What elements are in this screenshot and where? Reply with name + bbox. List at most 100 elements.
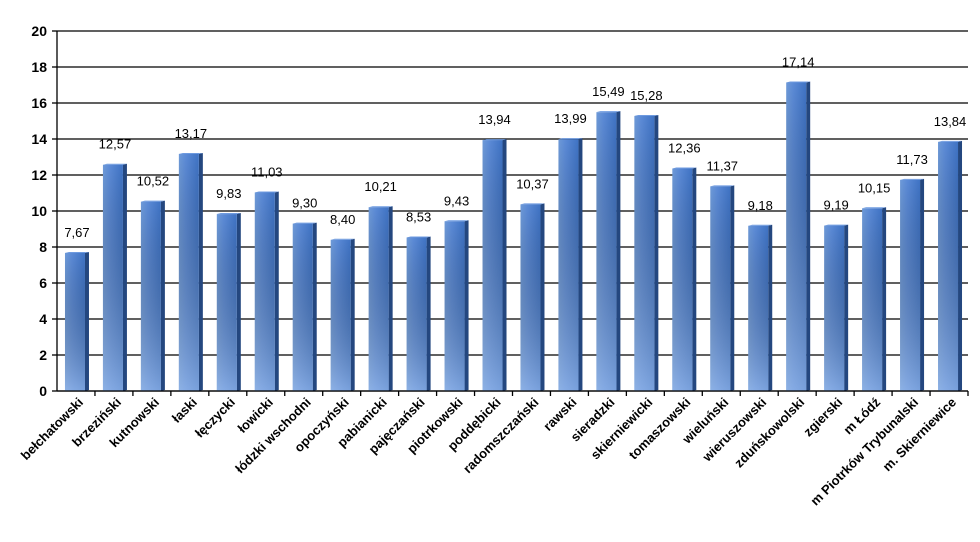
bar-top xyxy=(596,111,621,113)
data-label: 15,28 xyxy=(630,88,663,103)
bar xyxy=(900,178,925,391)
y-tick-label: 10 xyxy=(31,203,47,219)
bar xyxy=(178,152,203,391)
bar-side xyxy=(274,191,279,391)
bar-side xyxy=(882,207,887,391)
bar-top xyxy=(368,206,393,208)
bar-side xyxy=(464,220,469,391)
bar-top xyxy=(292,222,317,224)
bar-highlight xyxy=(178,153,199,391)
bar-side xyxy=(198,152,203,391)
bar-highlight xyxy=(558,139,579,391)
bar-highlight xyxy=(406,237,427,391)
bar-side xyxy=(616,111,621,392)
bar xyxy=(672,167,697,391)
data-label: 8,40 xyxy=(330,212,355,227)
bar-highlight xyxy=(444,221,465,391)
data-label: 11,73 xyxy=(896,152,928,167)
bar-top xyxy=(406,236,431,238)
bar-highlight xyxy=(900,179,921,391)
bar xyxy=(786,81,811,391)
bar xyxy=(216,213,241,391)
bar-top xyxy=(520,203,545,205)
bar xyxy=(824,224,849,391)
bar-highlight xyxy=(824,225,845,391)
data-label: 10,21 xyxy=(364,179,397,194)
y-tick-label: 14 xyxy=(31,131,47,147)
bar-side xyxy=(692,167,697,391)
data-label: 17,14 xyxy=(782,54,815,69)
bar-side xyxy=(236,213,241,391)
bar-side xyxy=(654,114,659,392)
bar-highlight xyxy=(596,112,617,392)
data-label: 9,18 xyxy=(748,198,773,213)
bar-highlight xyxy=(938,141,959,391)
bar xyxy=(140,200,165,391)
bar-highlight xyxy=(254,192,275,391)
bar-side xyxy=(806,81,811,391)
data-label: 10,15 xyxy=(858,180,891,195)
bar-top xyxy=(254,191,279,193)
y-tick-label: 6 xyxy=(39,275,47,291)
bar-side xyxy=(84,251,89,391)
x-tick-label: łęczycki xyxy=(192,395,238,441)
bar-highlight xyxy=(102,164,123,391)
data-label: 10,37 xyxy=(516,176,549,191)
y-tick-label: 16 xyxy=(31,95,47,111)
bar-side xyxy=(502,139,507,391)
bar-side xyxy=(578,138,583,391)
x-tick-label: bełchatowski xyxy=(18,395,86,463)
bar-highlight xyxy=(748,225,769,391)
bar xyxy=(862,207,887,391)
data-label: 15,49 xyxy=(592,84,625,99)
y-axis: 0 2 4 6 8 10 12 14 16 18 20 xyxy=(31,23,58,399)
data-label: 13,84 xyxy=(934,114,967,129)
y-tick-label: 20 xyxy=(31,23,47,39)
bar-side xyxy=(388,206,393,391)
data-label: 12,36 xyxy=(668,141,701,156)
data-label: 9,83 xyxy=(216,186,241,201)
bar-side xyxy=(768,224,773,391)
bar xyxy=(596,111,621,392)
bar xyxy=(634,114,659,392)
bar-top xyxy=(330,238,355,240)
bar-top xyxy=(672,167,697,169)
bar-highlight xyxy=(520,204,541,391)
bars xyxy=(64,81,963,392)
bar-side xyxy=(312,222,317,391)
bar-top xyxy=(64,251,89,253)
bar-highlight xyxy=(862,208,883,391)
bar-top xyxy=(786,81,811,83)
data-label: 13,99 xyxy=(554,111,587,126)
bar xyxy=(102,163,127,391)
bar-highlight xyxy=(140,201,161,391)
bar-side xyxy=(122,163,127,391)
bar-highlight xyxy=(64,252,85,391)
x-tick-label: łaski xyxy=(169,395,200,426)
y-tick-label: 18 xyxy=(31,59,47,75)
y-tick-label: 12 xyxy=(31,167,47,183)
bar-side xyxy=(540,203,545,391)
data-label: 8,53 xyxy=(406,209,431,224)
bar xyxy=(558,138,583,391)
bar-top xyxy=(558,138,583,140)
y-tick-label: 8 xyxy=(39,239,47,255)
bar-side xyxy=(350,238,355,391)
bar xyxy=(406,236,431,391)
data-label: 13,94 xyxy=(478,112,511,127)
y-tick-label: 2 xyxy=(39,347,47,363)
bar-top xyxy=(140,200,165,202)
bar-side xyxy=(160,200,165,391)
y-tick-label: 0 xyxy=(39,383,47,399)
bar-side xyxy=(920,178,925,391)
bar-top xyxy=(862,207,887,209)
bar-highlight xyxy=(634,115,655,392)
bar xyxy=(444,220,469,391)
bar xyxy=(254,191,279,391)
data-label: 9,43 xyxy=(444,193,469,208)
bar xyxy=(482,139,507,391)
bar xyxy=(64,251,89,391)
bar xyxy=(710,185,735,391)
data-label: 7,67 xyxy=(64,225,89,240)
